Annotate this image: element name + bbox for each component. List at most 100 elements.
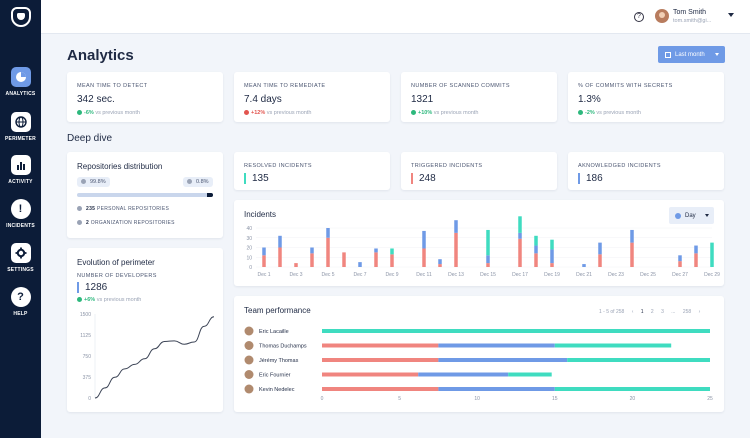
bar (518, 238, 522, 267)
bar (294, 263, 298, 267)
user-name[interactable]: Tom Smith (673, 9, 707, 16)
bar (262, 247, 266, 256)
kpi-label: MEAN TIME TO DETECT (77, 83, 148, 89)
page-link[interactable]: 3 (661, 309, 664, 315)
sidebar-item-help[interactable]: ? HELP (0, 287, 41, 317)
avatar (244, 370, 254, 379)
sidebar-item-label: HELP (13, 311, 28, 317)
y-tick-label: 1500 (80, 312, 91, 318)
period-dropdown[interactable]: Last month (658, 46, 725, 63)
bar (422, 230, 426, 249)
card-title: Repositories distribution (77, 162, 163, 171)
x-tick-label: 20 (630, 396, 636, 402)
bar (342, 252, 346, 267)
bar (326, 237, 330, 267)
incidents-card: Incidents 0 10 20 30 40 Dec 1 Dec 3 Dec 5 Dec 7 D… (234, 200, 724, 286)
topbar (41, 0, 750, 34)
bar (322, 329, 710, 333)
bar (534, 235, 538, 246)
sidebar-item-analytics[interactable]: ANALYTICS (0, 67, 41, 97)
y-tick-label: 40 (246, 226, 252, 232)
pager-range: 1 - 5 of 258 (599, 309, 625, 315)
x-tick-label: 0 (321, 396, 324, 402)
help-icon[interactable]: ? (634, 12, 644, 22)
kpi-label: NUMBER OF SCANNED COMMITS (411, 83, 510, 89)
bar (358, 262, 362, 267)
bar (710, 242, 714, 267)
member-name: Thomas Duchamps (259, 344, 307, 350)
y-tick-label: 0 (88, 396, 91, 402)
bar (550, 249, 554, 264)
sidebar-item-perimeter[interactable]: PERIMETER (0, 112, 41, 142)
bar (550, 239, 554, 250)
page-link[interactable]: 1 (640, 309, 644, 315)
bar (438, 264, 442, 267)
y-tick-label: 0 (249, 265, 252, 271)
page-link[interactable]: 2 (650, 309, 654, 315)
granularity-select[interactable]: Day (669, 207, 714, 224)
avatar (244, 355, 254, 365)
x-tick-label: Dec 7 (353, 272, 366, 278)
x-tick-label: Dec 11 (416, 272, 432, 278)
bar (486, 263, 490, 267)
perimeter-line-chart: 0 375 750 1125 1500 (80, 312, 215, 402)
y-tick-label: 10 (246, 255, 252, 261)
bar (310, 247, 314, 254)
incident-count-value: 186 (578, 173, 603, 184)
triggered-card: TRIGGERED INCIDENTS 248 (401, 152, 557, 190)
bar (262, 255, 266, 267)
kpi-card: MEAN TIME TO REMEDIATE 7.4 days +12% vs … (234, 72, 390, 122)
perimeter-value: 1286 (77, 282, 107, 293)
distribution-bar-org (207, 193, 213, 197)
resolved-card: RESOLVED INCIDENTS 135 (234, 152, 390, 190)
bar (438, 358, 568, 362)
kpi-delta: +12% vs previous month (244, 110, 311, 116)
bar (486, 229, 490, 256)
bar (630, 242, 634, 267)
bar (486, 255, 490, 264)
bar (278, 235, 282, 248)
incidents-bar-chart: 0 10 20 30 40 Dec 1 Dec 3 Dec 5 Dec 7 Dec 9 Dec 11… (246, 216, 720, 278)
incident-count-label: RESOLVED INCIDENTS (244, 163, 312, 169)
sidebar-item-label: SETTINGS (7, 267, 34, 273)
sidebar-item-incidents[interactable]: ! INCIDENTS (0, 199, 41, 229)
bar-chart-icon (10, 155, 31, 175)
personal-repos-line: 235 PERSONAL REPOSITORIES (77, 206, 169, 212)
bar (554, 387, 710, 391)
x-tick-label: Dec 1 (257, 272, 270, 278)
member-name: Kevin Nedelec (259, 387, 295, 393)
chevron-down-icon (705, 214, 709, 217)
check-icon (675, 212, 681, 219)
perimeter-subtitle: NUMBER OF DEVELOPERS (77, 273, 157, 279)
distribution-bar (77, 193, 213, 197)
logo-icon[interactable] (11, 7, 31, 27)
avatar[interactable] (655, 9, 669, 23)
perimeter-card: Evolution of perimeter NUMBER OF DEVELOP… (67, 248, 223, 412)
kpi-value: 342 sec. (77, 94, 115, 105)
bar (598, 242, 602, 255)
bar (678, 261, 682, 267)
bar (418, 372, 509, 377)
bar (694, 253, 698, 267)
chevron-down-icon (715, 53, 719, 56)
granularity-value: Day (685, 212, 696, 219)
x-tick-label: Dec 13 (448, 272, 464, 278)
card-title: Incidents (244, 210, 277, 219)
bar (518, 216, 522, 233)
chevron-right-icon[interactable]: › (698, 309, 701, 315)
x-tick-label: 25 (707, 396, 713, 402)
kpi-value: 7.4 days (244, 94, 282, 105)
bar (390, 248, 394, 255)
kpi-delta: -6% vs previous month (77, 110, 140, 116)
sidebar-item-settings[interactable]: SETTINGS (0, 243, 41, 273)
chevron-left-icon[interactable]: ‹ (631, 309, 634, 315)
kpi-card: NUMBER OF SCANNED COMMITS 1321 +10% vs p… (401, 72, 557, 122)
bar (694, 245, 698, 254)
page-link[interactable]: 258 (682, 309, 692, 315)
y-tick-label: 375 (83, 375, 92, 381)
globe-icon (10, 112, 31, 132)
sidebar-item-activity[interactable]: ACTIVITY (0, 155, 41, 185)
chevron-down-icon[interactable] (728, 13, 734, 17)
x-tick-label: 5 (398, 396, 401, 402)
building-icon (187, 179, 192, 185)
